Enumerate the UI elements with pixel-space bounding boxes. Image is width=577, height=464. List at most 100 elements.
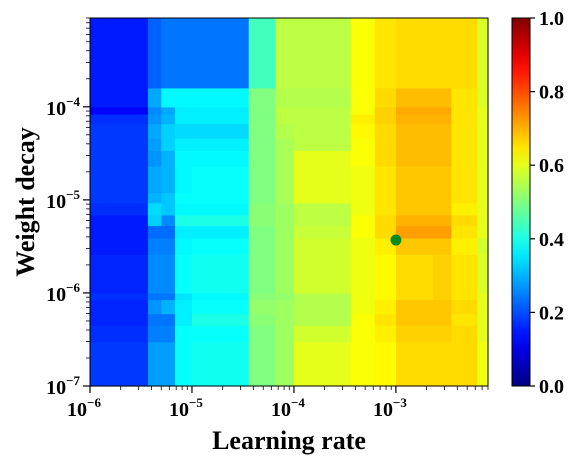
heatmap-cell <box>161 150 176 167</box>
heatmap-cell <box>395 292 434 301</box>
heatmap-cell <box>293 123 352 139</box>
heatmap-cell <box>275 87 295 108</box>
heatmap-cell <box>90 292 149 301</box>
colorbar-tick-label: 0.0 <box>539 376 564 398</box>
heatmap-cell <box>90 106 149 115</box>
heatmap-cell <box>147 214 162 227</box>
heatmap-cell <box>293 18 352 89</box>
optimum-marker <box>390 234 402 246</box>
heatmap-cell <box>275 113 295 125</box>
heatmap-cell <box>248 192 277 204</box>
colorbar-gradient <box>511 17 531 387</box>
heatmap-cell <box>275 292 295 301</box>
heatmap-cell <box>374 225 397 239</box>
heatmap-cell <box>191 106 250 115</box>
heatmap-cell <box>477 325 489 343</box>
heatmap-cell <box>374 214 397 227</box>
heatmap-cell <box>293 254 352 294</box>
heatmap-cell <box>191 18 250 89</box>
heatmap-cell <box>451 341 479 387</box>
heatmap-cell <box>275 106 295 115</box>
heatmap-cell <box>147 299 162 315</box>
heatmap-cell <box>451 192 479 204</box>
heatmap-cell <box>350 123 376 139</box>
x-tick-label: 10−4 <box>271 395 305 421</box>
heatmap-cell <box>161 138 176 152</box>
colorbar: 0.0 0.2 0.4 0.6 0.8 1.0 <box>511 8 564 398</box>
heatmap-cell <box>350 106 376 115</box>
colorbar-ticks: 0.0 0.2 0.4 0.6 0.8 1.0 <box>530 8 564 398</box>
heatmap-cell <box>477 214 489 227</box>
heatmap-cell <box>248 150 277 167</box>
heatmap-cell <box>432 113 452 125</box>
heatmap-cell <box>191 237 250 255</box>
heatmap-cell <box>477 313 489 326</box>
heatmap-cell <box>395 123 434 139</box>
heatmap-cell <box>275 166 295 194</box>
heatmap-cell <box>395 325 434 343</box>
heatmap-cell <box>432 225 452 239</box>
heatmap-cell <box>293 237 352 255</box>
heatmap-cell <box>451 237 479 255</box>
heatmap-cell <box>147 225 162 239</box>
x-axis-title: Learning rate <box>212 426 366 455</box>
heatmap-cell <box>374 192 397 204</box>
heatmap-cell <box>350 192 376 204</box>
heatmap-cell <box>432 237 452 255</box>
heatmap-cell <box>275 325 295 343</box>
heatmap-cell <box>174 113 193 125</box>
heatmap-cell <box>395 299 434 315</box>
heatmap-cell <box>174 123 193 139</box>
marker-layer <box>390 234 402 246</box>
heatmap-cell <box>293 150 352 167</box>
heatmap-cell <box>161 113 176 125</box>
heatmap-cell <box>432 202 452 216</box>
heatmap-cell <box>451 123 479 139</box>
heatmap-cell <box>293 341 352 387</box>
heatmap-cell <box>161 313 176 326</box>
heatmap-cell <box>147 292 162 301</box>
heatmap-cell <box>477 225 489 239</box>
heatmap-cell <box>350 225 376 239</box>
heatmap-cell <box>432 313 452 326</box>
heatmap-cell <box>293 292 352 301</box>
heatmap-cell <box>477 292 489 301</box>
heatmap-cell <box>248 292 277 301</box>
heatmap-cell <box>477 106 489 115</box>
heatmap-cell <box>161 202 176 216</box>
heatmap-cell <box>432 254 452 294</box>
heatmap-cell <box>451 292 479 301</box>
heatmap-cell <box>395 150 434 167</box>
colorbar-tick-label: 0.2 <box>539 302 564 324</box>
heatmap-cell <box>477 299 489 315</box>
y-tick-label: 10−7 <box>46 373 80 399</box>
heatmap-cell <box>451 18 479 89</box>
heatmap-cell <box>147 138 162 152</box>
heatmap-cell <box>191 341 250 387</box>
heatmap-cell <box>275 225 295 239</box>
heatmap-cell <box>350 292 376 301</box>
y-tick-label: 10−6 <box>46 280 80 306</box>
heatmap-cell <box>477 202 489 216</box>
heatmap-cell <box>350 150 376 167</box>
heatmap-cell <box>191 202 250 216</box>
heatmap-cell <box>275 313 295 326</box>
heatmap-cell <box>90 237 149 255</box>
heatmap-cell <box>161 106 176 115</box>
heatmap-cell <box>395 225 434 239</box>
heatmap-cell <box>374 113 397 125</box>
heatmap-cell <box>90 87 149 108</box>
heatmap-cell <box>161 214 176 227</box>
heatmap-cell <box>451 254 479 294</box>
heatmap-cell <box>90 113 149 125</box>
heatmap-cell <box>293 87 352 108</box>
heatmap-cell <box>293 299 352 315</box>
heatmap-cell <box>161 341 176 387</box>
heatmap-cell <box>374 87 397 108</box>
heatmap-cell <box>174 237 193 255</box>
heatmap-cell <box>395 18 434 89</box>
heatmap-cell <box>350 237 376 255</box>
heatmap-cell <box>374 325 397 343</box>
heatmap-cell <box>451 106 479 115</box>
heatmap-cell <box>174 87 193 108</box>
